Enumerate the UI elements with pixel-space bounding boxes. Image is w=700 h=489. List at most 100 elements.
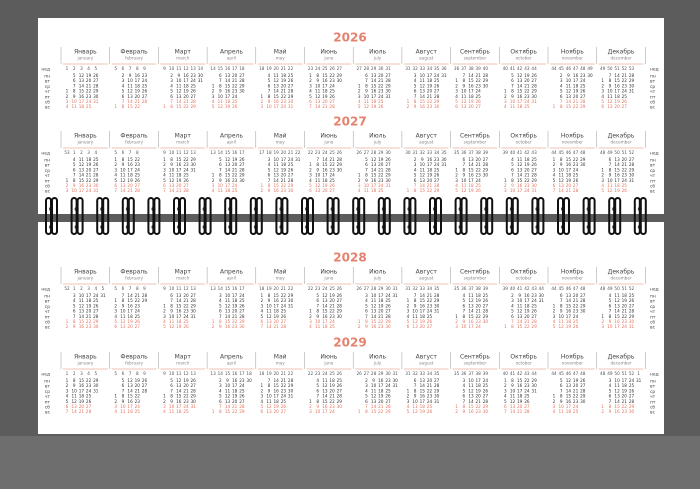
day: 6 [365,309,368,314]
day: 18 [274,399,280,404]
week-number: 50 [607,66,613,71]
day: 8 [170,303,173,308]
week-number: 19 [266,66,272,71]
day: 13 [468,394,474,399]
month-name-ru: Февраль [120,49,148,56]
day: 30 [539,293,545,298]
day: 23 [385,378,391,383]
day: 4 [414,167,417,172]
day: 7 [316,303,319,308]
coil [76,197,84,235]
day: 27 [476,104,482,109]
day: 9 [462,319,465,324]
day: 24 [239,293,245,298]
week-number: 6 [122,371,125,376]
month-name-en: june [323,361,333,366]
week-number: 26 [357,150,363,155]
week-number: 36 [441,66,447,71]
day: 29 [191,394,197,399]
day: 17 [622,378,628,383]
day: 12 [120,319,126,324]
day: 17 [127,167,133,172]
week-number: 51 [622,150,628,155]
day: 12 [517,309,523,314]
day: 9 [122,399,125,404]
day: 1 [553,303,556,308]
day: 26 [434,83,440,88]
day: 30 [434,104,440,109]
week-number: 45 [559,371,565,376]
month-name-ru: Июнь [320,354,337,361]
day: 10 [72,99,78,104]
day: 1 [407,298,410,303]
day: 21 [476,399,482,404]
day: 20 [517,404,523,409]
day: 24 [93,293,99,298]
day: 8 [122,104,125,109]
day: 13 [79,309,85,314]
day: 30 [288,388,294,393]
day: 19 [622,388,628,393]
day: 23 [378,89,384,94]
day: 26 [288,78,294,83]
day: 27 [142,383,148,388]
day: 3 [601,324,604,329]
day: 12 [225,303,231,308]
day: 29 [385,173,391,178]
day: 9 [73,383,76,388]
day: 26 [337,293,343,298]
day: 18 [614,94,620,99]
day: 26 [385,157,391,162]
day: 25 [281,309,287,314]
day: 23 [86,324,92,329]
year-title: 2028 [333,251,366,265]
day: 10 [614,378,620,383]
week-number: 33 [420,286,426,291]
day: 26 [337,383,343,388]
day: 13 [614,157,620,162]
day: 29 [337,309,343,314]
day: 3 [358,94,361,99]
day: 19 [517,399,523,404]
month-name-ru: Ноябрь [561,49,584,56]
month-name-ru: Июль [369,133,386,140]
day: 27 [135,183,141,188]
day: 4 [504,104,507,109]
day: 24 [281,104,287,109]
day: 15 [225,83,231,88]
week-number: 29 [378,286,384,291]
day: 3 [365,293,368,298]
day: 19 [79,399,85,404]
week-number: 32 [412,371,418,376]
day: 20 [183,383,189,388]
day: 13 [266,319,272,324]
week-number: 16 [232,150,238,155]
day: 18 [79,104,85,109]
weekday-label: пн [44,75,50,80]
day: 28 [239,167,245,172]
day: 8 [511,378,514,383]
day: 2 [358,178,361,183]
day: 25 [476,94,482,99]
day: 20 [476,394,482,399]
day: 29 [629,167,635,172]
day: 19 [274,404,280,409]
day: 14 [79,83,85,88]
day: 9 [414,394,417,399]
day: 3 [163,167,166,172]
day: 9 [372,378,375,383]
day: 29 [580,104,586,109]
day: 25 [86,104,92,109]
week-number: 7 [129,286,132,291]
month-name-en: january [76,140,93,145]
week-number: 14 [198,66,204,71]
week-number: 17 [239,371,245,376]
weekday-label: вс [45,190,51,195]
day: 18 [176,409,182,414]
day: 12 [614,388,620,393]
day: 16 [517,94,523,99]
day: 17 [468,89,474,94]
day: 11 [72,394,78,399]
weekday-label: пн [650,295,656,300]
day: 2 [407,303,410,308]
